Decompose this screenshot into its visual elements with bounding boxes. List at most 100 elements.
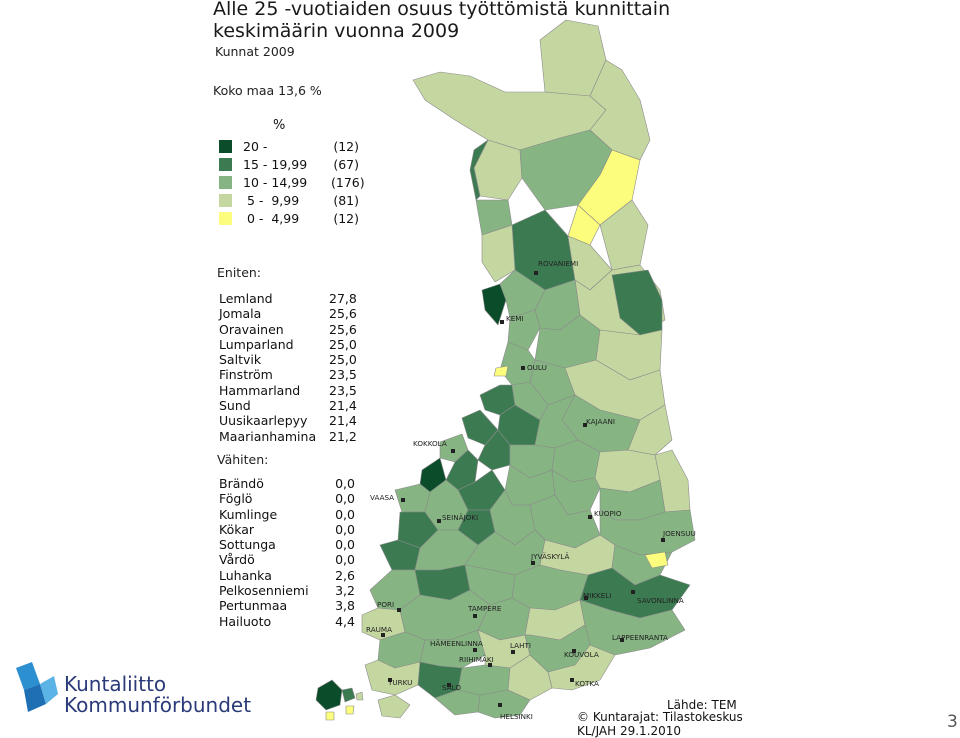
municipality-value: 21,4 — [329, 413, 357, 429]
most-list-item: Finström 23,5 — [219, 367, 359, 382]
municipality-value: 23,5 — [329, 382, 357, 398]
city-marker-savonlinna — [631, 590, 635, 594]
region-vaasa — [394, 483, 431, 513]
city-marker-kokkola — [451, 449, 455, 453]
municipality-name: Föglö — [219, 491, 253, 507]
least-list-item: Kumlinge 0,0 — [219, 507, 359, 522]
municipality-value: 0,0 — [335, 476, 355, 491]
city-label-jyvaskyla: JYVÄSKYLÄ — [530, 552, 569, 561]
source-line2: © Kuntarajat: Tilastokeskus — [577, 710, 743, 724]
legend-count-3: (176) — [331, 175, 365, 190]
least-list-item: Hailuoto 4,4 — [219, 614, 359, 629]
city-marker-vaasa — [401, 498, 405, 502]
least-list-item: Föglö 0,0 — [219, 491, 359, 506]
municipality-value: 23,5 — [329, 367, 357, 383]
municipality-value: 21,4 — [329, 398, 357, 414]
source-line1: Lähde: TEM — [667, 698, 737, 712]
municipality-name: Uusikaarlepyy — [219, 413, 308, 429]
legend-range-2: 15 - 19,99 — [243, 157, 308, 172]
legend-swatch-5 — [219, 212, 232, 225]
kuntaliitto-logo — [16, 662, 58, 712]
most-list-item: Lemland 27,8 — [219, 291, 359, 306]
city-label-hameenlinna: HÄMEENLINNA — [430, 639, 483, 648]
city-marker-joensuu — [661, 538, 665, 542]
municipality-name: Hammarland — [219, 382, 301, 398]
city-label-kouvola: KOUVOLA — [564, 650, 599, 659]
legend-range-5: 0 - 4,99 — [243, 211, 300, 226]
most-list-item: Oravainen 25,6 — [219, 322, 359, 337]
municipality-name: Sottunga — [219, 537, 276, 553]
municipality-value: 0,0 — [335, 537, 355, 553]
legend-count-2: (67) — [333, 157, 359, 172]
city-label-kemi: KEMI — [506, 314, 524, 323]
municipality-name: Lumparland — [219, 336, 294, 352]
logo-line2: Kommunförbundet — [64, 693, 252, 717]
city-label-kotka: KOTKA — [575, 679, 599, 688]
region-riihimaki — [457, 664, 511, 696]
legend-row-4: 5 - 9,99 (81) — [219, 192, 379, 210]
city-marker-jyvaskyla — [531, 561, 535, 565]
city-label-kuopio: KUOPIO — [594, 509, 622, 518]
least-list-item: Luhanka 2,6 — [219, 568, 359, 583]
legend-range-4: 5 - 9,99 — [243, 193, 300, 208]
region-aland-east — [341, 687, 356, 703]
most-list-item: Uusikaarlepyy 21,4 — [219, 413, 359, 428]
legend-swatch-2 — [219, 158, 232, 171]
least-list-item: Pertunmaa 3,8 — [219, 598, 359, 613]
city-label-vaasa: VAASA — [370, 493, 394, 502]
region-hailuoto — [493, 365, 509, 377]
municipality-name: Pertunmaa — [219, 598, 288, 614]
least-list-item: Brändö 0,0 — [219, 476, 359, 491]
city-label-lahti: LAHTI — [510, 641, 531, 650]
region-ii — [507, 309, 541, 351]
municipality-name: Hailuoto — [219, 613, 272, 629]
municipality-value: 4,4 — [335, 613, 355, 629]
city-label-rovaniemi: ROVANIEMI — [538, 259, 578, 268]
municipality-name: Pelkosenniemi — [219, 583, 309, 599]
region-aland-main — [315, 679, 343, 711]
region-pello — [481, 224, 516, 283]
municipality-name: Finström — [219, 367, 273, 383]
municipality-value: 0,0 — [335, 491, 355, 507]
least-heading: Vähiten: — [217, 452, 269, 467]
municipality-value: 2,6 — [335, 567, 355, 583]
city-label-riihimaki: RIIHIMÄKI — [459, 655, 494, 664]
region-aland-island3 — [355, 691, 364, 701]
source-line3: KL/JAH 29.1.2010 — [577, 724, 682, 738]
city-marker-salo — [447, 683, 451, 687]
most-list-item: Maarianhamina 21,2 — [219, 429, 359, 444]
city-marker-kouvola — [572, 649, 576, 653]
legend-count-1: (12) — [333, 139, 359, 154]
municipality-value: 0,0 — [335, 552, 355, 568]
map-title: Alle 25 -vuotiaiden osuus työttömistä ku… — [213, 0, 670, 42]
most-list-item: Hammarland 23,5 — [219, 383, 359, 398]
legend-row-5: 0 - 4,99 (12) — [219, 210, 379, 228]
legend-row-1: 20 - (12) — [219, 138, 379, 156]
city-marker-pori — [397, 608, 401, 612]
city-label-oulu: OULU — [527, 363, 547, 372]
city-label-seinajoki: SEINÄJOKI — [442, 513, 478, 522]
city-label-rauma: RAUMA — [366, 625, 392, 634]
city-marker-lappeenranta — [620, 638, 624, 642]
region-inari — [589, 59, 651, 161]
city-marker-tampere — [473, 614, 477, 618]
municipality-name: Brändö — [219, 476, 264, 491]
municipality-value: 25,6 — [329, 306, 357, 322]
municipality-value: 25,6 — [329, 321, 357, 337]
municipality-value: 3,8 — [335, 598, 355, 614]
least-list-item: Kökar 0,0 — [219, 522, 359, 537]
city-label-savonlinna: SAVONLINNA — [637, 596, 684, 605]
region-archipelago — [377, 694, 411, 719]
legend-count-4: (81) — [333, 193, 359, 208]
least-list: Brändö 0,0 Föglö 0,0 Kumlinge 0,0 Kökar 0,0 Sott… — [219, 476, 359, 629]
map-subtitle: Kunnat 2009 — [215, 44, 295, 59]
legend: 20 - (12) 15 - 19,99 (67) 10 - 14,99 (17… — [219, 138, 379, 228]
city-label-salo: SALO — [442, 683, 461, 692]
municipality-name: Vårdö — [219, 552, 255, 568]
most-list-item: Saltvik 25,0 — [219, 352, 359, 367]
city-label-helsinki: HELSINKI — [500, 712, 533, 721]
least-list-item: Pelkosenniemi 3,2 — [219, 583, 359, 598]
municipality-name: Saltvik — [219, 352, 262, 368]
legend-row-2: 15 - 19,99 (67) — [219, 156, 379, 174]
municipality-name: Maarianhamina — [219, 428, 317, 444]
